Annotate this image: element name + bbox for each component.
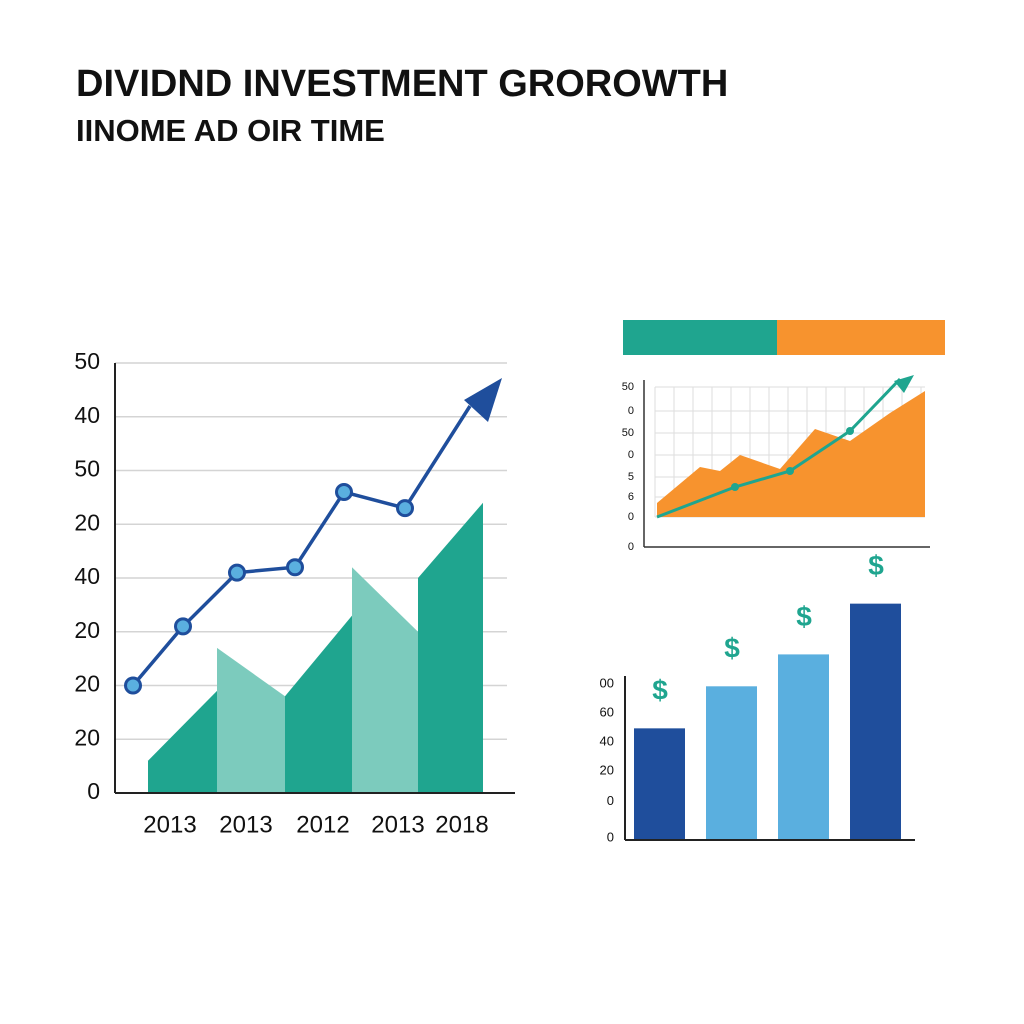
y-tick-label: 40 bbox=[600, 734, 614, 749]
point bbox=[174, 617, 192, 636]
dollar-marker: $ bbox=[724, 633, 740, 664]
y-tick-label: 20 bbox=[74, 724, 100, 750]
subtitle: IINOME AD OIR TIME bbox=[76, 113, 385, 148]
area-segment bbox=[285, 615, 352, 793]
point bbox=[396, 499, 414, 518]
title: DIVIDND INVESTMENT GROROWTH bbox=[76, 63, 728, 105]
y-tick-label: 50 bbox=[74, 348, 100, 374]
point bbox=[286, 558, 304, 577]
x-tick-label: 2018 bbox=[435, 811, 488, 838]
y-tick-label: 20 bbox=[74, 509, 100, 535]
dollar-marker: $ bbox=[652, 675, 668, 706]
y-tick-label: 50 bbox=[622, 427, 634, 439]
bar bbox=[706, 686, 757, 840]
y-tick-label: 20 bbox=[74, 671, 100, 697]
point bbox=[124, 676, 142, 695]
x-tick-label: 2013 bbox=[143, 811, 196, 838]
y-tick-label: 00 bbox=[600, 676, 614, 691]
dollar-marker: $ bbox=[868, 550, 884, 581]
y-tick-label: 60 bbox=[600, 705, 614, 720]
y-tick-label: 40 bbox=[74, 563, 100, 589]
point bbox=[786, 467, 794, 475]
y-tick-label: 0 bbox=[628, 405, 634, 417]
banner-right bbox=[777, 320, 945, 355]
x-tick-label: 2012 bbox=[296, 811, 349, 838]
y-tick-label: 0 bbox=[87, 778, 100, 804]
y-tick-label: 20 bbox=[600, 763, 614, 778]
y-tick-label: 6 bbox=[628, 491, 634, 503]
y-tick-label: 0 bbox=[628, 541, 634, 553]
x-tick-label: 2013 bbox=[219, 811, 272, 838]
bar bbox=[850, 603, 901, 840]
x-tick-label: 2013 bbox=[371, 811, 424, 838]
area-segment bbox=[418, 502, 483, 793]
y-tick-label: 40 bbox=[74, 402, 100, 428]
arrow-head bbox=[464, 378, 502, 422]
y-tick-label: 0 bbox=[607, 829, 614, 844]
y-tick-label: 5 bbox=[628, 471, 634, 483]
bar bbox=[778, 654, 829, 840]
y-tick-label: 50 bbox=[74, 456, 100, 482]
point bbox=[228, 563, 246, 582]
arrow-head bbox=[894, 375, 914, 393]
y-tick-label: 50 bbox=[622, 381, 634, 393]
area bbox=[657, 391, 925, 517]
area-segment bbox=[217, 647, 285, 793]
y-tick-label: 0 bbox=[628, 511, 634, 523]
bar bbox=[634, 728, 685, 840]
area-segment bbox=[148, 690, 217, 793]
point bbox=[846, 427, 854, 435]
y-tick-label: 20 bbox=[74, 617, 100, 643]
area-segment bbox=[352, 567, 418, 793]
dollar-marker: $ bbox=[796, 601, 812, 632]
point bbox=[731, 483, 739, 491]
y-tick-label: 0 bbox=[607, 793, 614, 808]
point bbox=[335, 483, 353, 501]
y-tick-label: 0 bbox=[628, 449, 634, 461]
banner-left bbox=[623, 320, 777, 355]
